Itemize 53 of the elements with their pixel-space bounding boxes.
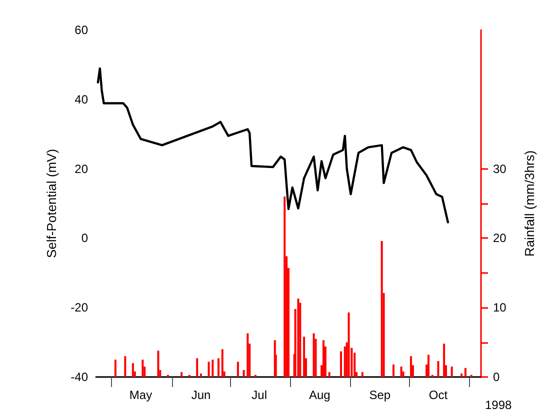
line-series [96,67,450,224]
y2-tick-label: 0 [493,370,500,384]
bar [361,372,364,377]
x-tick-label: Oct [428,388,448,402]
y-tick-label: 40 [74,92,88,106]
bar [246,333,249,377]
bar [218,358,220,377]
x-tick-label: May [129,388,152,402]
bar [437,361,440,377]
bar [464,368,466,377]
bar [200,374,202,377]
bar [157,350,160,377]
y-tick-label: -20 [70,300,88,315]
x-axis-title: 1998 [485,398,512,412]
bar [428,354,430,377]
y-axis-title: Self-Potential (mV) [44,148,59,258]
bar [460,374,463,377]
y2-tick-label: 20 [493,231,507,246]
bar [208,362,210,377]
y-tick-label: -40 [70,370,88,384]
bar [443,344,446,377]
bar [392,364,394,377]
y2-axis-title: Rainfall (mm/3hrs) [522,150,537,257]
y-tick-label: 0 [81,231,88,246]
bar [212,360,214,377]
bar [114,360,116,377]
bar [284,196,286,377]
x-tick-label: Jul [252,388,268,402]
bar [348,312,350,377]
bar [328,372,330,377]
bar [340,351,342,377]
y2-tick-label: 10 [493,300,507,315]
bar [236,362,239,377]
bar [450,366,453,377]
bar [297,298,300,377]
x-tick-label: Sep [369,388,391,402]
x-tick-label: Jun [191,388,211,402]
bar [124,356,126,377]
bar [180,372,183,377]
bar [303,336,306,377]
y-tick-label: 20 [74,162,88,176]
bar [142,360,144,377]
bar [322,340,324,377]
y2-tick-label: 30 [493,162,507,176]
bar [410,356,412,377]
bar [344,346,346,377]
x-tick-label: Aug [308,388,330,402]
bar [132,363,134,377]
bar [299,302,302,377]
y-tick-label: 60 [74,23,88,37]
bar [380,240,383,377]
bar [196,358,198,377]
bar [221,349,224,377]
